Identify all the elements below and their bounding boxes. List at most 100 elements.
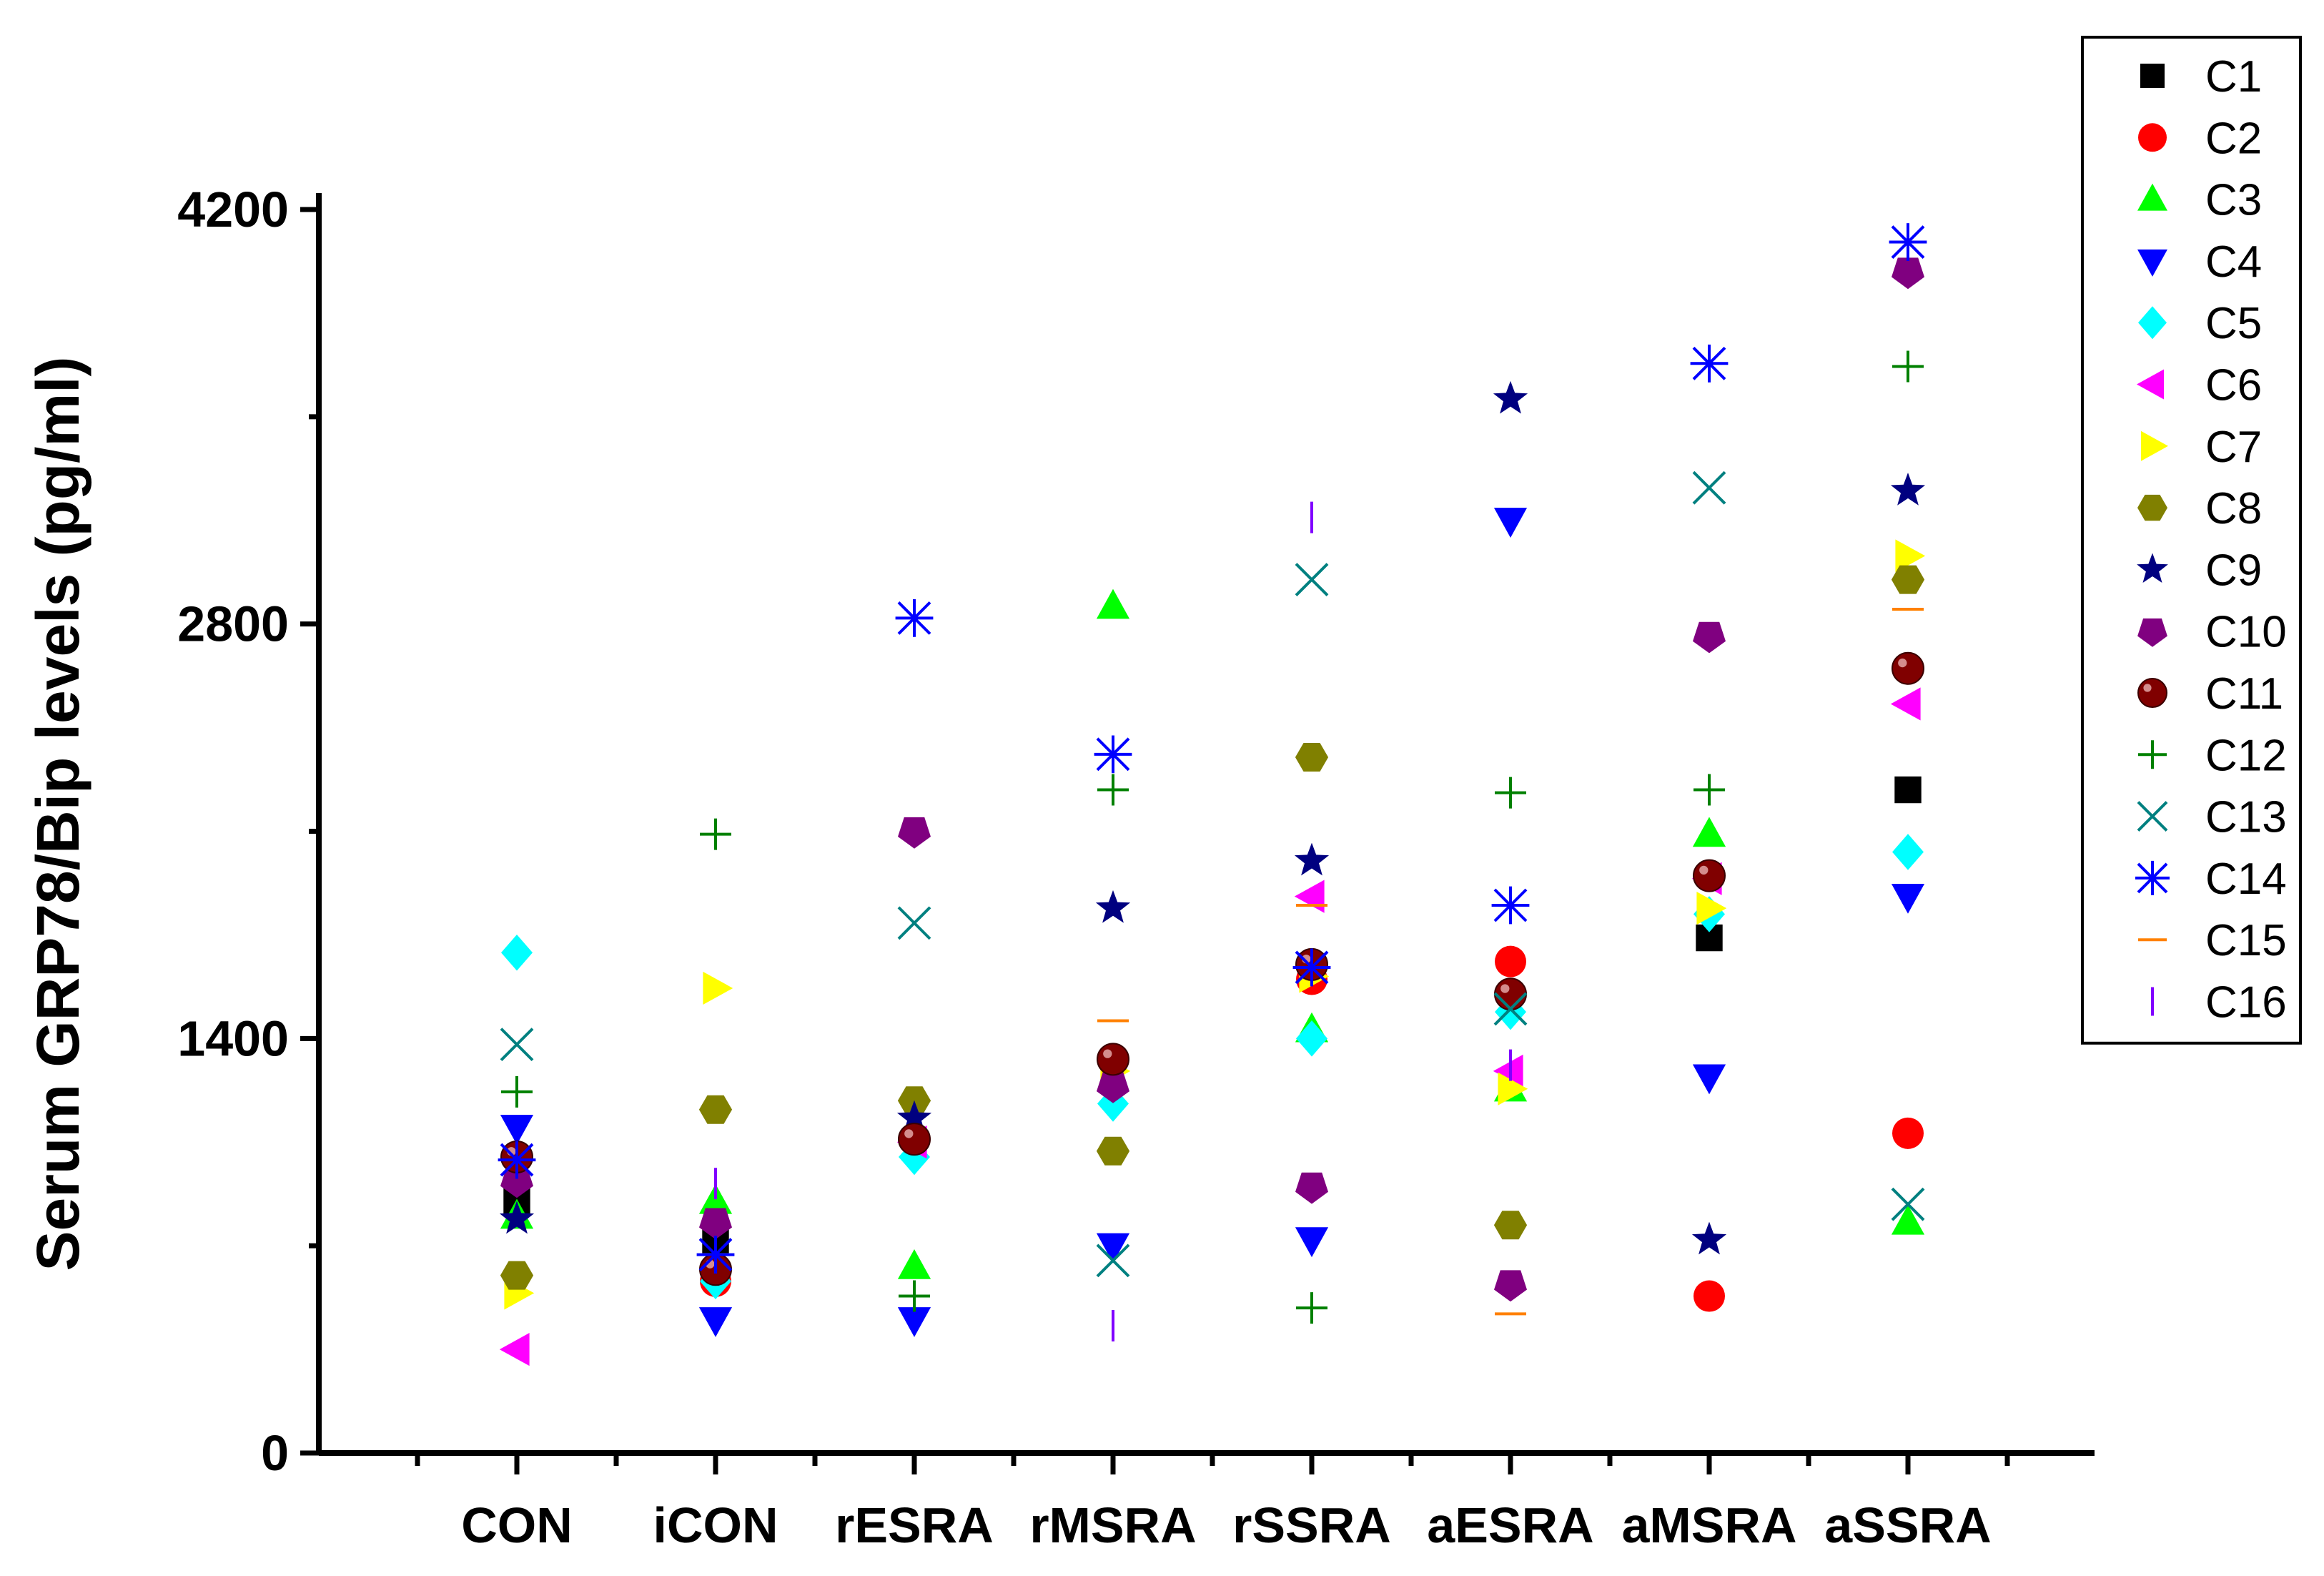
legend-label: C9: [2205, 546, 2262, 595]
legend-marker: [2137, 801, 2168, 832]
legend-label: C2: [2205, 114, 2262, 163]
series-c9: [499, 380, 1926, 1255]
data-point: [1296, 1292, 1327, 1324]
data-point: [1892, 651, 1924, 685]
data-point: [1491, 886, 1530, 925]
data-point: [1493, 380, 1528, 414]
data-point: [1095, 890, 1131, 923]
data-point: [1692, 471, 1726, 505]
legend-marker: [2137, 183, 2167, 211]
data-point: [498, 1141, 536, 1179]
data-point: [699, 1208, 732, 1240]
x-tick-label: rSSRA: [1232, 1497, 1391, 1553]
data-point: [1292, 948, 1331, 987]
legend-label: C12: [2205, 731, 2287, 780]
legend-label: C8: [2205, 484, 2262, 533]
data-point: [1891, 1187, 1925, 1221]
data-point: [897, 1307, 931, 1337]
legend-item: C1: [2140, 52, 2262, 102]
legend-marker: [2137, 249, 2167, 277]
series-c16: [714, 501, 1512, 1341]
data-point: [1891, 1204, 1925, 1235]
data-point: [1693, 621, 1726, 654]
data-point: [1692, 1064, 1726, 1095]
data-point: [499, 1332, 530, 1366]
series-c12: [501, 350, 1924, 1324]
data-point: [1096, 1136, 1130, 1166]
legend-marker: [2140, 64, 2165, 88]
data-point: [501, 1075, 533, 1108]
legend-item: C4: [2137, 237, 2262, 287]
legend-item: C11: [2137, 669, 2283, 719]
data-point: [1693, 859, 1726, 892]
legend-label: C5: [2205, 299, 2262, 348]
x-tick-label: iCON: [653, 1497, 778, 1553]
data-point: [501, 934, 533, 971]
data-point: [1294, 842, 1330, 876]
legend-item: C2: [2138, 114, 2262, 163]
data-point: [500, 1261, 534, 1290]
legend-label: C7: [2205, 423, 2262, 472]
legend-marker: [2137, 494, 2167, 521]
data-point: [1493, 508, 1528, 538]
y-tick-label: 2800: [177, 596, 289, 652]
data-point: [1894, 776, 1922, 804]
legend-label: C3: [2205, 176, 2262, 225]
series-c8: [500, 565, 1925, 1290]
data-point: [700, 818, 731, 850]
data-point: [1889, 223, 1927, 261]
legend-item: C7: [2141, 423, 2262, 472]
series-c4: [500, 508, 1925, 1337]
legend-marker: [2138, 123, 2167, 152]
sphere-highlight: [904, 1129, 914, 1138]
legend-label: C13: [2205, 793, 2287, 842]
data-point: [1693, 774, 1725, 806]
data-point: [1892, 1117, 1924, 1149]
data-point: [1890, 473, 1926, 506]
legend-marker: [2135, 860, 2170, 895]
data-point: [1097, 774, 1129, 806]
data-point: [1691, 1221, 1727, 1255]
data-point: [898, 817, 931, 849]
data-point: [1096, 588, 1130, 619]
x-tick-label: aMSRA: [1621, 1497, 1796, 1553]
data-point: [1493, 992, 1528, 1026]
legend-marker: [2137, 618, 2167, 647]
data-point: [1892, 834, 1924, 870]
legend-label: C11: [2205, 669, 2283, 719]
data-point: [895, 599, 934, 637]
sphere-highlight: [2143, 684, 2152, 692]
legend-marker: [2138, 740, 2167, 769]
data-point: [1494, 977, 1527, 1011]
x-tick-label: rESRA: [835, 1497, 994, 1553]
legend-item: C12: [2138, 731, 2287, 780]
data-point: [1295, 1227, 1329, 1258]
legend-label: C14: [2205, 855, 2287, 904]
data-point: [703, 971, 733, 1005]
data-point: [898, 1123, 931, 1156]
legend-box: [2081, 36, 2302, 1045]
x-tick-label: aSSRA: [1824, 1497, 1991, 1553]
y-tick-label: 0: [261, 1425, 289, 1481]
legend-item: C15: [2138, 916, 2287, 965]
legend-label: C16: [2205, 978, 2287, 1028]
legend-item: C13: [2137, 793, 2287, 842]
data-point: [1696, 892, 1727, 925]
data-point: [1498, 1072, 1528, 1105]
legend-marker: [2138, 306, 2167, 340]
data-point: [698, 1307, 733, 1337]
legend-item: C8: [2137, 484, 2262, 533]
legend-label: C6: [2205, 361, 2262, 410]
x-tick-label: aESRA: [1427, 1497, 1593, 1553]
data-point: [1296, 1020, 1327, 1057]
data-point: [500, 1028, 534, 1062]
data-point: [1295, 1172, 1328, 1204]
data-point: [1294, 880, 1325, 913]
legend-item: C5: [2138, 299, 2262, 348]
data-point: [1892, 350, 1924, 383]
data-point: [1891, 883, 1925, 914]
data-point: [1494, 1270, 1527, 1302]
legend-marker: [2141, 430, 2168, 461]
legend-label: C4: [2205, 237, 2262, 287]
